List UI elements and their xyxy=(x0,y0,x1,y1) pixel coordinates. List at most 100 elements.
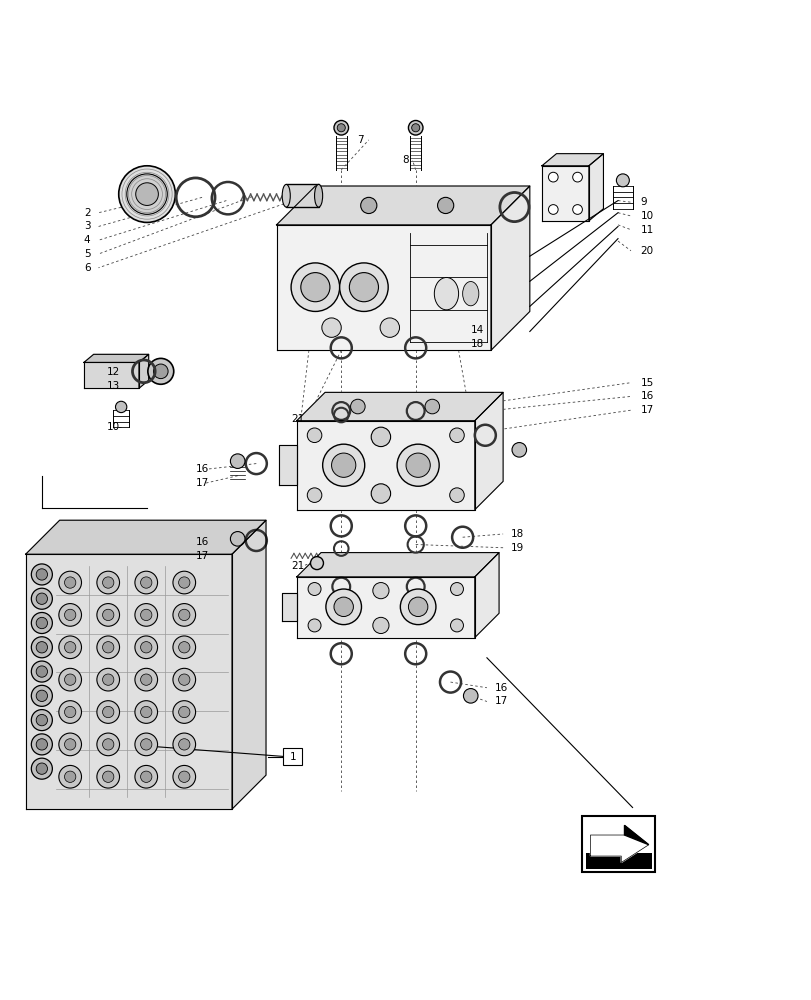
Circle shape xyxy=(102,577,114,588)
Text: 6: 6 xyxy=(84,263,91,273)
Circle shape xyxy=(64,642,75,653)
Circle shape xyxy=(411,124,419,132)
Circle shape xyxy=(97,571,119,594)
Circle shape xyxy=(371,484,390,503)
Polygon shape xyxy=(588,154,603,221)
Circle shape xyxy=(616,174,629,187)
Text: 16: 16 xyxy=(495,683,508,693)
Circle shape xyxy=(36,569,48,580)
Polygon shape xyxy=(139,354,148,388)
Circle shape xyxy=(36,690,48,701)
Polygon shape xyxy=(296,421,474,510)
Polygon shape xyxy=(541,154,603,166)
Ellipse shape xyxy=(462,282,478,306)
Text: 1: 1 xyxy=(289,752,296,762)
Circle shape xyxy=(450,619,463,632)
Polygon shape xyxy=(541,166,588,221)
Circle shape xyxy=(321,318,341,337)
Circle shape xyxy=(173,604,195,626)
Circle shape xyxy=(58,765,81,788)
Circle shape xyxy=(64,706,75,718)
Polygon shape xyxy=(474,553,499,638)
Text: 11: 11 xyxy=(640,225,653,235)
Polygon shape xyxy=(296,392,503,421)
Text: 7: 7 xyxy=(357,135,363,145)
Text: 15: 15 xyxy=(640,378,653,388)
Circle shape xyxy=(325,589,361,625)
Circle shape xyxy=(450,583,463,595)
Circle shape xyxy=(64,771,75,782)
Circle shape xyxy=(97,701,119,723)
Circle shape xyxy=(135,183,158,205)
Circle shape xyxy=(178,739,190,750)
Circle shape xyxy=(380,318,399,337)
Circle shape xyxy=(424,399,439,414)
Polygon shape xyxy=(26,520,266,554)
Circle shape xyxy=(173,701,195,723)
Polygon shape xyxy=(624,825,648,845)
Text: 19: 19 xyxy=(511,543,524,553)
Circle shape xyxy=(140,771,152,782)
Circle shape xyxy=(449,428,464,443)
Circle shape xyxy=(350,399,365,414)
Circle shape xyxy=(36,617,48,629)
Circle shape xyxy=(115,401,127,413)
Text: 18: 18 xyxy=(511,529,524,539)
Circle shape xyxy=(290,263,339,311)
Circle shape xyxy=(140,609,152,621)
Circle shape xyxy=(333,597,353,617)
Circle shape xyxy=(153,364,168,379)
Circle shape xyxy=(97,604,119,626)
Ellipse shape xyxy=(434,277,458,310)
Circle shape xyxy=(32,564,52,585)
Circle shape xyxy=(135,733,157,756)
Polygon shape xyxy=(279,445,296,485)
Text: 16: 16 xyxy=(195,537,208,547)
Text: 9: 9 xyxy=(640,197,646,207)
Circle shape xyxy=(97,668,119,691)
Circle shape xyxy=(397,444,439,486)
Text: 21: 21 xyxy=(290,561,304,571)
Circle shape xyxy=(97,636,119,659)
Bar xyxy=(581,816,654,872)
Circle shape xyxy=(64,609,75,621)
Circle shape xyxy=(331,453,355,477)
Circle shape xyxy=(102,706,114,718)
Circle shape xyxy=(36,642,48,653)
Circle shape xyxy=(307,583,320,595)
Circle shape xyxy=(371,427,390,447)
Circle shape xyxy=(349,273,378,302)
Text: 4: 4 xyxy=(84,235,91,245)
Circle shape xyxy=(135,636,157,659)
Polygon shape xyxy=(26,554,232,809)
Circle shape xyxy=(178,706,190,718)
Circle shape xyxy=(178,577,190,588)
Circle shape xyxy=(32,661,52,682)
Bar xyxy=(585,853,651,869)
Circle shape xyxy=(58,701,81,723)
Circle shape xyxy=(307,488,321,502)
Circle shape xyxy=(307,428,321,443)
Circle shape xyxy=(173,571,195,594)
Circle shape xyxy=(102,609,114,621)
Circle shape xyxy=(32,588,52,609)
Circle shape xyxy=(572,172,581,182)
Circle shape xyxy=(307,619,320,632)
Text: 5: 5 xyxy=(84,249,91,259)
Circle shape xyxy=(140,577,152,588)
Circle shape xyxy=(173,733,195,756)
Ellipse shape xyxy=(314,184,322,207)
Text: 16: 16 xyxy=(640,391,653,401)
Polygon shape xyxy=(296,553,499,577)
Polygon shape xyxy=(491,186,529,350)
Circle shape xyxy=(135,571,157,594)
Circle shape xyxy=(572,205,581,214)
Circle shape xyxy=(32,612,52,634)
Circle shape xyxy=(140,706,152,718)
Circle shape xyxy=(178,609,190,621)
Circle shape xyxy=(32,734,52,755)
Circle shape xyxy=(36,763,48,774)
Circle shape xyxy=(58,571,81,594)
Circle shape xyxy=(97,733,119,756)
Circle shape xyxy=(339,263,388,311)
